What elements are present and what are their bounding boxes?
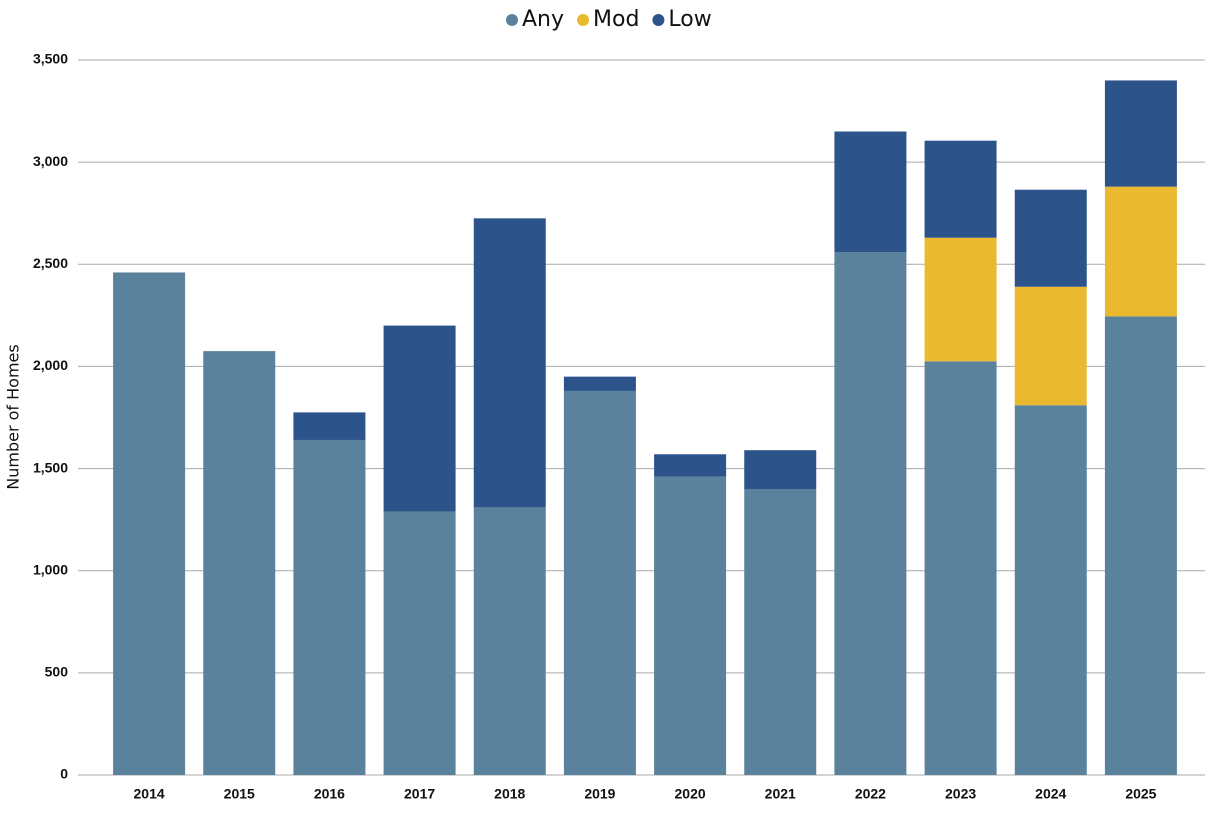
x-tick-label: 2018 — [494, 786, 525, 802]
legend-label: Mod — [593, 7, 639, 32]
legend-label: Low — [668, 7, 711, 32]
legend-label: Any — [522, 7, 564, 32]
legend-marker — [577, 14, 590, 26]
bar-segment — [1014, 405, 1087, 775]
x-tick-label: 2015 — [224, 786, 255, 802]
bar-segment — [293, 412, 366, 440]
legend-marker — [506, 14, 518, 26]
y-tick-label: 0 — [60, 766, 68, 782]
bar-segment — [563, 376, 636, 391]
bar-segment — [383, 325, 456, 512]
x-tick-label: 2025 — [1125, 786, 1156, 802]
bar-segment — [924, 237, 997, 362]
y-tick-label: 3,000 — [33, 153, 68, 169]
bar-segment — [383, 511, 456, 775]
bar-segment — [834, 252, 907, 775]
bar-segment — [924, 361, 997, 775]
bar-segment — [924, 140, 997, 238]
y-tick-label: 500 — [45, 664, 69, 680]
x-tick-label: 2023 — [945, 786, 976, 802]
bar-segment — [654, 454, 727, 477]
y-tick-label: 2,000 — [33, 357, 68, 373]
x-tick-label: 2017 — [404, 786, 435, 802]
bar-segment — [1104, 316, 1177, 775]
bar-segment — [473, 218, 546, 508]
x-tick-label: 2022 — [855, 786, 886, 802]
bar-segment — [203, 351, 276, 775]
x-tick-label: 2019 — [584, 786, 615, 802]
bar-segment — [293, 439, 366, 775]
y-tick-label: 1,000 — [33, 561, 68, 577]
x-tick-label: 2024 — [1035, 786, 1066, 802]
bar-segment — [744, 450, 817, 489]
bar-segment — [1014, 189, 1087, 287]
legend-marker — [652, 14, 665, 26]
x-tick-label: 2021 — [765, 786, 796, 802]
bar-segment — [654, 476, 727, 775]
bar-segment — [473, 507, 546, 775]
y-tick-label: 2,500 — [33, 255, 68, 271]
bar-segment — [1104, 80, 1177, 187]
bar-segment — [563, 390, 636, 775]
bar-segment — [744, 489, 817, 775]
x-tick-label: 2014 — [134, 786, 165, 802]
y-tick-label: 3,500 — [33, 51, 68, 67]
bar-segment — [1014, 286, 1087, 406]
x-tick-label: 2020 — [675, 786, 706, 802]
y-tick-label: 1,500 — [33, 459, 68, 475]
bar-segment — [1104, 186, 1177, 317]
bar-segment — [834, 131, 907, 253]
y-axis-label: Number of Homes — [4, 344, 23, 489]
x-tick-label: 2016 — [314, 786, 345, 802]
bar-segment — [113, 272, 186, 775]
